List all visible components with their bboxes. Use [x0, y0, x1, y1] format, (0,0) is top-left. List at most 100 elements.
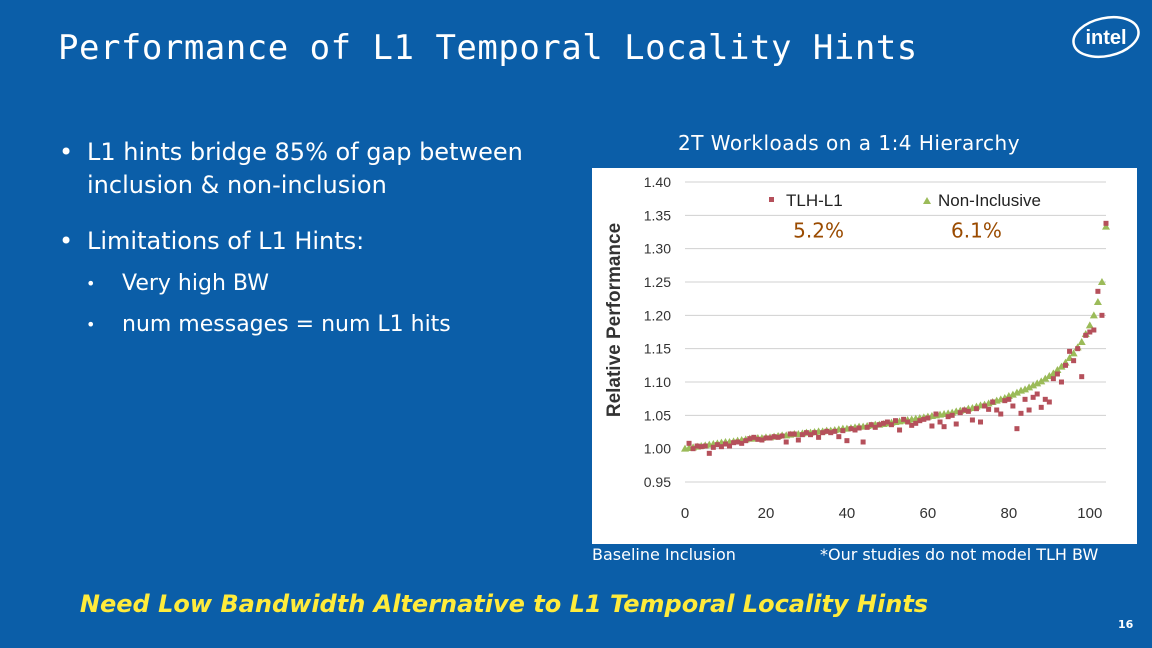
data-point-non-inclusive: [1041, 374, 1050, 382]
data-point-tlh-l1: [710, 444, 716, 450]
data-point-tlh-l1: [747, 436, 753, 442]
series-tlh-l1: [686, 220, 1109, 456]
data-point-tlh-l1: [722, 441, 728, 447]
y-tick-label: 1.40: [644, 174, 671, 190]
y-tick-label: 1.30: [644, 241, 671, 257]
data-point-tlh-l1: [727, 443, 733, 449]
data-point-tlh-l1: [913, 420, 919, 426]
data-point-tlh-l1: [767, 435, 773, 441]
data-point-tlh-l1: [1022, 396, 1028, 402]
legend-label-non-inclusive: Non-Inclusive: [938, 191, 1041, 210]
conclusion-text: Need Low Bandwidth Alternative to L1 Tem…: [79, 590, 929, 618]
legend-marker-non-inclusive: [923, 197, 931, 204]
data-point-tlh-l1: [1038, 404, 1044, 410]
sub-bullet-bw: • Very high BW: [86, 270, 269, 298]
x-tick-label: 20: [758, 505, 775, 522]
data-point-tlh-l1: [925, 415, 931, 421]
data-point-tlh-l1: [848, 426, 854, 432]
data-point-tlh-l1: [937, 419, 943, 425]
data-point-tlh-l1: [1046, 399, 1052, 405]
bullet-dot: •: [59, 227, 74, 255]
data-point-tlh-l1: [880, 420, 886, 426]
data-point-tlh-l1: [1006, 396, 1012, 402]
chart-title: 2T Workloads on a 1:4 Hierarchy: [678, 131, 1021, 155]
annotation-label: 5.2%: [793, 219, 844, 243]
data-point-tlh-l1: [731, 440, 737, 446]
y-tick-label: 1.05: [644, 407, 671, 423]
data-point-tlh-l1: [1010, 403, 1016, 409]
x-tick-labels: 0 20 40 60 80 100: [681, 505, 1102, 522]
data-point-non-inclusive: [1029, 381, 1038, 389]
data-point-non-inclusive: [1069, 349, 1078, 357]
data-point-tlh-l1: [965, 408, 971, 414]
y-tick-label: 1.15: [644, 341, 671, 357]
data-point-non-inclusive: [1025, 383, 1034, 391]
data-point-tlh-l1: [706, 450, 712, 456]
data-point-tlh-l1: [1050, 376, 1056, 382]
y-tick-label: 1.00: [644, 441, 671, 457]
intel-logo: intel: [1072, 15, 1140, 59]
data-point-tlh-l1: [686, 440, 692, 446]
data-point-tlh-l1: [775, 434, 781, 440]
data-point-tlh-l1: [901, 416, 907, 422]
legend: TLH-L1 Non-Inclusive: [769, 191, 1041, 210]
data-point-tlh-l1: [909, 422, 915, 428]
sub-bullet-dot: •: [86, 315, 96, 334]
data-point-tlh-l1: [1075, 346, 1081, 352]
data-point-tlh-l1: [735, 439, 741, 445]
data-point-tlh-l1: [787, 431, 793, 437]
legend-marker-tlh-l1: [769, 197, 774, 202]
data-point-tlh-l1: [840, 428, 846, 434]
data-point-tlh-l1: [986, 406, 992, 412]
y-tick-label: 1.25: [644, 274, 671, 290]
y-tick-labels: 0.95 1.00 1.05 1.10 1.15 1.20 1.25 1.30 1.35 1.40: [644, 174, 671, 490]
data-point-tlh-l1: [945, 414, 951, 420]
x-tick-label: 100: [1077, 505, 1102, 522]
data-point-tlh-l1: [807, 432, 813, 438]
y-tick-label: 1.10: [644, 374, 671, 390]
data-point-tlh-l1: [893, 418, 898, 424]
data-point-tlh-l1: [969, 417, 975, 423]
data-point-tlh-l1: [759, 437, 765, 443]
data-point-non-inclusive: [1093, 298, 1102, 305]
sub-bullet-bw-text: Very high BW: [122, 271, 269, 296]
data-point-non-inclusive: [1102, 222, 1110, 230]
data-point-non-inclusive: [1089, 311, 1098, 319]
data-point-tlh-l1: [929, 423, 935, 429]
data-point-tlh-l1: [743, 438, 749, 444]
data-point-tlh-l1: [1083, 332, 1089, 338]
data-point-tlh-l1: [872, 424, 878, 430]
footnote-baseline: Baseline Inclusion: [592, 545, 736, 564]
data-point-tlh-l1: [1071, 358, 1077, 364]
data-point-tlh-l1: [820, 430, 826, 436]
data-point-tlh-l1: [905, 419, 911, 425]
data-point-tlh-l1: [828, 430, 834, 436]
data-point-tlh-l1: [836, 434, 842, 440]
bullet-limitations: • Limitations of L1 Hints:: [59, 225, 364, 258]
y-axis-label: Relative Performance: [604, 223, 625, 417]
data-point-tlh-l1: [783, 439, 789, 445]
data-point-tlh-l1: [698, 444, 704, 450]
series-non-inclusive: [681, 222, 1110, 452]
data-point-tlh-l1: [799, 432, 805, 438]
data-point-tlh-l1: [990, 399, 996, 405]
data-point-tlh-l1: [755, 436, 761, 442]
data-point-tlh-l1: [1087, 329, 1093, 335]
data-point-tlh-l1: [1063, 362, 1069, 368]
data-point-tlh-l1: [803, 430, 809, 436]
data-point-tlh-l1: [998, 411, 1004, 417]
data-point-tlh-l1: [739, 440, 745, 446]
data-point-tlh-l1: [917, 418, 923, 424]
data-point-tlh-l1: [816, 434, 822, 440]
data-point-tlh-l1: [812, 430, 818, 436]
data-point-tlh-l1: [973, 406, 979, 412]
data-point-tlh-l1: [888, 422, 894, 428]
data-point-tlh-l1: [1099, 312, 1105, 318]
data-point-non-inclusive: [1021, 385, 1030, 393]
data-point-tlh-l1: [795, 437, 801, 443]
sub-bullet-messages-text: num messages = num L1 hits: [122, 312, 451, 337]
data-point-tlh-l1: [694, 443, 700, 449]
data-point-tlh-l1: [941, 424, 947, 430]
sub-bullet-dot: •: [86, 274, 96, 293]
data-point-tlh-l1: [751, 434, 757, 440]
